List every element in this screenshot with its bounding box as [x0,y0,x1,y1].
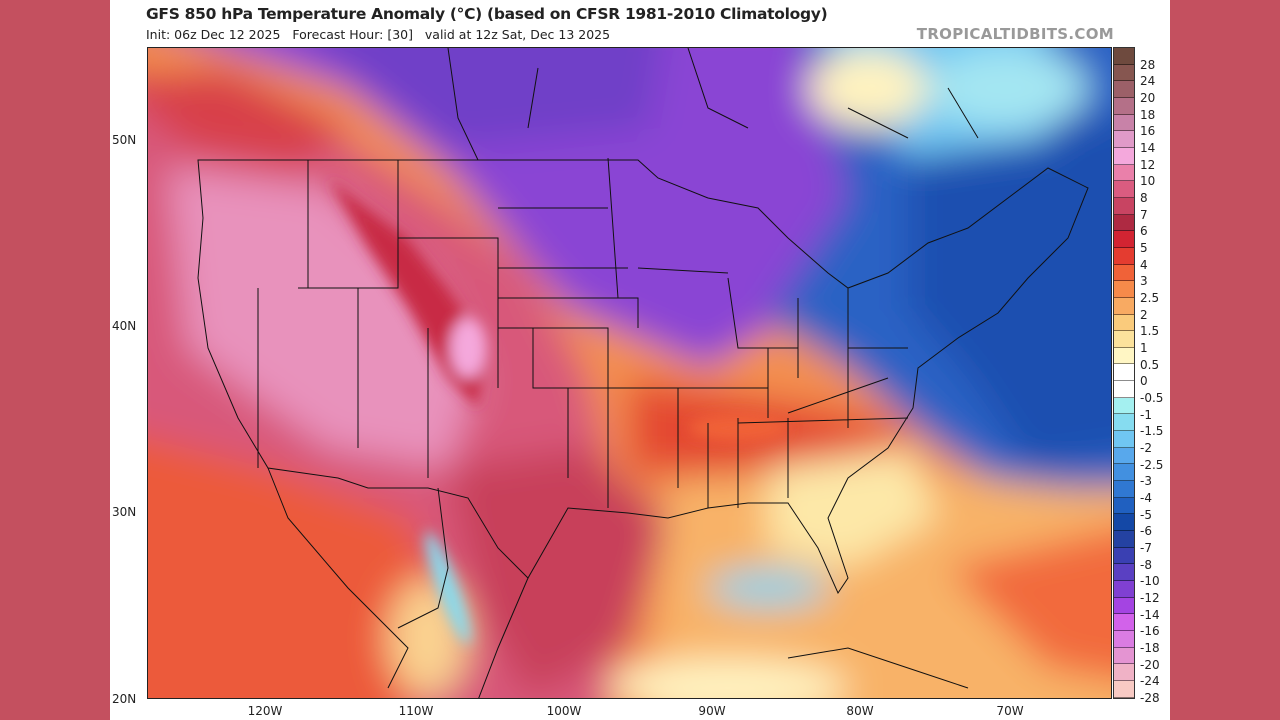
colorbar-tick-label: -28 [1140,691,1160,705]
colorbar-tick-label: 6 [1140,224,1148,239]
colorbar-segment [1114,397,1134,415]
chart-subtitle: Init: 06z Dec 12 2025 Forecast Hour: [30… [146,27,611,42]
anomaly-field [148,48,1111,698]
colorbar-tick-label: -10 [1140,574,1160,589]
colorbar-tick-label: 12 [1140,157,1156,172]
colorbar-tick-label: -14 [1140,607,1160,622]
colorbar-tick-label: 8 [1140,191,1148,205]
colorbar-segment [1114,81,1134,98]
colorbar-segment [1114,231,1134,248]
colorbar-segment [1114,531,1134,548]
colorbar-tick-label: 0.5 [1140,357,1160,372]
colorbar-segment [1114,347,1134,365]
colorbar-tick-label: 0 [1140,374,1148,389]
colorbar-segment [1114,281,1134,298]
colorbar-segment [1114,680,1134,698]
colorbar-segment [1114,481,1134,498]
colorbar-segment [1114,48,1134,65]
lon-label: 100W [546,704,582,718]
colorbar-segment [1114,614,1134,631]
colorbar-tick-label: -18 [1140,641,1160,655]
colorbar-tick-label: 7 [1140,207,1148,222]
colorbar-tick-label: -24 [1140,674,1160,689]
lon-label: 110W [398,704,434,718]
colorbar-tick-label: 10 [1140,174,1156,189]
lat-label: 20N [112,692,137,706]
colorbar-tick-label: 3 [1140,274,1148,289]
colorbar-tick-label: 2 [1140,307,1148,322]
colorbar-tick-label: 1.5 [1140,324,1160,339]
colorbar-tick-label: 24 [1140,74,1156,89]
lat-label: 40N [112,319,137,333]
lon-label: 80W [846,704,874,718]
colorbar-tick-label: 1 [1140,341,1148,355]
colorbar-segment [1114,447,1134,465]
colorbar-segment [1114,564,1134,581]
colorbar-tick-label: 14 [1140,141,1156,155]
colorbar-tick-label: -5 [1140,507,1152,522]
lon-label: 120W [247,704,283,718]
colorbar-tick-label: 2.5 [1140,291,1160,305]
colorbar-segment [1114,647,1134,665]
colorbar-tick-label: -3 [1140,474,1152,489]
colorbar-tick-label: -7 [1140,541,1152,555]
colorbar-tick-label: -8 [1140,557,1152,572]
chart-title: GFS 850 hPa Temperature Anomaly (°C) (ba… [146,5,828,23]
colorbar-segment [1114,164,1134,182]
colorbar [1113,47,1135,699]
colorbar-tick-label: -12 [1140,591,1160,605]
colorbar-segment [1114,114,1134,132]
colorbar-segment [1114,514,1134,532]
colorbar-tick-label: -1 [1140,407,1152,422]
colorbar-tick-label: -2.5 [1140,457,1164,472]
colorbar-segment [1114,264,1134,282]
colorbar-tick-label: 18 [1140,107,1156,122]
colorbar-tick-label: 28 [1140,57,1156,72]
colorbar-segment [1114,431,1134,448]
colorbar-tick-label: 16 [1140,124,1156,139]
colorbar-segment [1114,581,1134,598]
colorbar-tick-label: -2 [1140,441,1152,455]
colorbar-tick-label: -20 [1140,657,1160,672]
colorbar-tick-label: 4 [1140,257,1148,272]
colorbar-segment [1114,464,1134,482]
brand-watermark: TROPICALTIDBITS.COM [916,25,1114,43]
colorbar-segment [1114,497,1134,515]
colorbar-tick-label: -16 [1140,624,1160,639]
colorbar-segment [1114,147,1134,165]
lon-label: 70W [996,704,1024,718]
colorbar-segment [1114,331,1134,348]
colorbar-segment [1114,364,1134,382]
colorbar-segment [1114,214,1134,232]
colorbar-segment [1114,630,1134,648]
lat-label: 30N [112,505,137,519]
colorbar-segment [1114,131,1134,148]
colorbar-segment [1114,414,1134,432]
colorbar-segment [1114,97,1134,115]
colorbar-segment [1114,664,1134,681]
colorbar-segment [1114,181,1134,198]
colorbar-segment [1114,381,1134,398]
colorbar-segment [1114,547,1134,565]
colorbar-tick-label: 20 [1140,91,1156,105]
map-panel: GFS 850 hPa Temperature Anomaly (°C) (ba… [110,0,1170,720]
colorbar-tick-label: -1.5 [1140,424,1164,439]
colorbar-tick-label: -0.5 [1140,391,1164,405]
lat-label: 50N [112,133,137,147]
colorbar-segment [1114,297,1134,315]
colorbar-tick-label: -4 [1140,491,1152,505]
colorbar-segment [1114,64,1134,82]
colorbar-segment [1114,247,1134,265]
colorbar-segment [1114,314,1134,332]
temperature-anomaly-map [147,47,1112,699]
colorbar-tick-label: -6 [1140,524,1152,539]
colorbar-segment [1114,197,1134,215]
colorbar-segment [1114,597,1134,615]
political-boundaries [197,48,1089,698]
lon-label: 90W [698,704,726,718]
colorbar-tick-label: 5 [1140,241,1148,255]
